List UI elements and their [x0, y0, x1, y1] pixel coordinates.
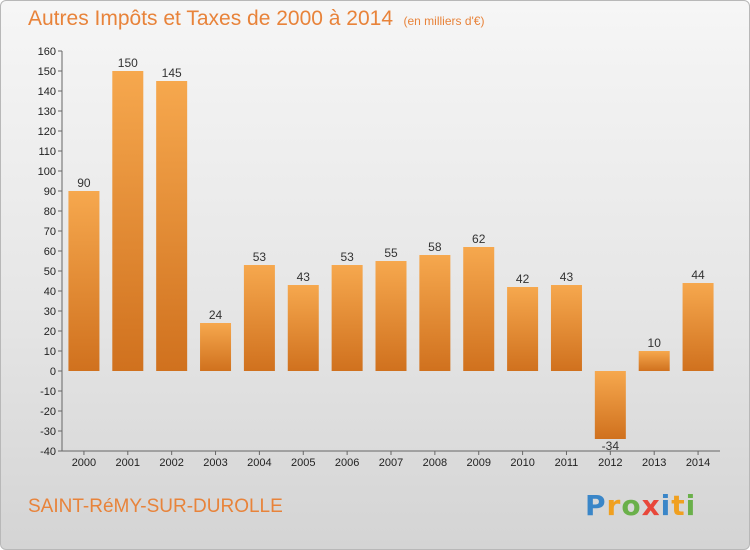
y-tick-label: 110: [38, 146, 56, 158]
data-label: 150: [118, 56, 138, 70]
x-tick-label: 2007: [379, 457, 403, 469]
y-tick-label: 20: [44, 326, 56, 338]
y-tick-label: 50: [44, 266, 56, 278]
y-tick-label: 0: [50, 366, 56, 378]
data-label: 58: [428, 240, 442, 254]
y-tick-label: -10: [40, 386, 56, 398]
x-tick-label: 2005: [291, 457, 315, 469]
bar-2008: [419, 255, 451, 371]
y-tick-label: 70: [44, 226, 56, 238]
proxiti-logo[interactable]: Proxiti: [585, 489, 696, 522]
bar-2009: [463, 247, 495, 371]
y-tick-label: 30: [44, 306, 56, 318]
bar-2010: [507, 287, 539, 371]
data-label: 42: [516, 272, 530, 286]
logo-letter: o: [621, 489, 642, 522]
data-label: 62: [472, 232, 486, 246]
bar-2006: [331, 265, 363, 371]
x-tick-label: 2003: [203, 457, 227, 469]
bar-2001: [112, 71, 144, 371]
y-tick-label: -30: [40, 426, 56, 438]
y-tick-label: 80: [44, 206, 56, 218]
data-label: 10: [648, 336, 662, 350]
x-tick-label: 2010: [510, 457, 534, 469]
bar-2013: [638, 351, 670, 371]
logo-letter: r: [606, 489, 622, 522]
y-tick-label: 60: [44, 246, 56, 258]
x-tick-label: 2013: [642, 457, 666, 469]
data-label: 55: [384, 246, 398, 260]
bar-2003: [200, 323, 232, 371]
bar-2004: [243, 265, 275, 371]
x-tick-label: 2001: [116, 457, 140, 469]
bar-2005: [287, 285, 319, 371]
y-tick-label: 150: [38, 66, 56, 78]
data-label: 145: [162, 66, 182, 80]
y-tick-label: 140: [38, 86, 56, 98]
data-label: 43: [297, 270, 311, 284]
data-labels: 90 150 145 24 53 43 53 55 58 62 42 43 -34 10 44: [77, 56, 705, 453]
data-label: 43: [560, 270, 574, 284]
data-label: 53: [253, 250, 267, 264]
x-tick-label: 2002: [159, 457, 183, 469]
logo-letter: t: [671, 489, 686, 522]
bars: [68, 71, 714, 439]
bar-2014: [682, 283, 714, 371]
commune-name: SAINT-RéMY-SUR-DUROLLE: [28, 496, 283, 517]
logo-letter: P: [585, 489, 607, 522]
y-tick-label: 130: [38, 106, 56, 118]
y-tick-label: 90: [44, 186, 56, 198]
bar-2007: [375, 261, 407, 371]
x-tick-label: 2006: [335, 457, 359, 469]
x-tick-label: 2004: [247, 457, 271, 469]
chart-title: Autres Impôts et Taxes de 2000 à 2014: [28, 7, 394, 30]
y-tick-label: -40: [40, 446, 56, 458]
bar-2000: [68, 191, 100, 371]
x-tick-label: 2008: [423, 457, 447, 469]
data-label: 90: [77, 176, 91, 190]
data-label: 44: [691, 268, 705, 282]
logo-letter: i: [685, 489, 697, 522]
bar-2002: [156, 81, 188, 371]
x-tick-label: 2009: [466, 457, 490, 469]
y-tick-label: 10: [44, 346, 56, 358]
title-row: Autres Impôts et Taxes de 2000 à 2014 (e…: [28, 7, 484, 31]
x-tick-label: 2000: [72, 457, 96, 469]
y-tick-label: -20: [40, 406, 56, 418]
axes: 1601501401301201101009080706050403020100…: [38, 46, 720, 469]
chart-unit: (en milliers d'€): [403, 14, 485, 28]
bar-2011: [550, 285, 582, 371]
y-tick-label: 160: [38, 46, 56, 58]
data-label: -34: [602, 439, 620, 453]
y-tick-label: 40: [44, 286, 56, 298]
y-tick-label: 100: [38, 166, 56, 178]
x-tick-label: 2014: [686, 457, 710, 469]
data-label: 24: [209, 308, 223, 322]
data-label: 53: [340, 250, 354, 264]
logo-letter: i: [660, 489, 672, 522]
x-tick-label: 2011: [555, 457, 579, 469]
x-tick-label: 2012: [598, 457, 622, 469]
logo-letter: x: [641, 489, 661, 522]
y-tick-label: 120: [38, 126, 56, 138]
bar-2012: [594, 371, 626, 439]
